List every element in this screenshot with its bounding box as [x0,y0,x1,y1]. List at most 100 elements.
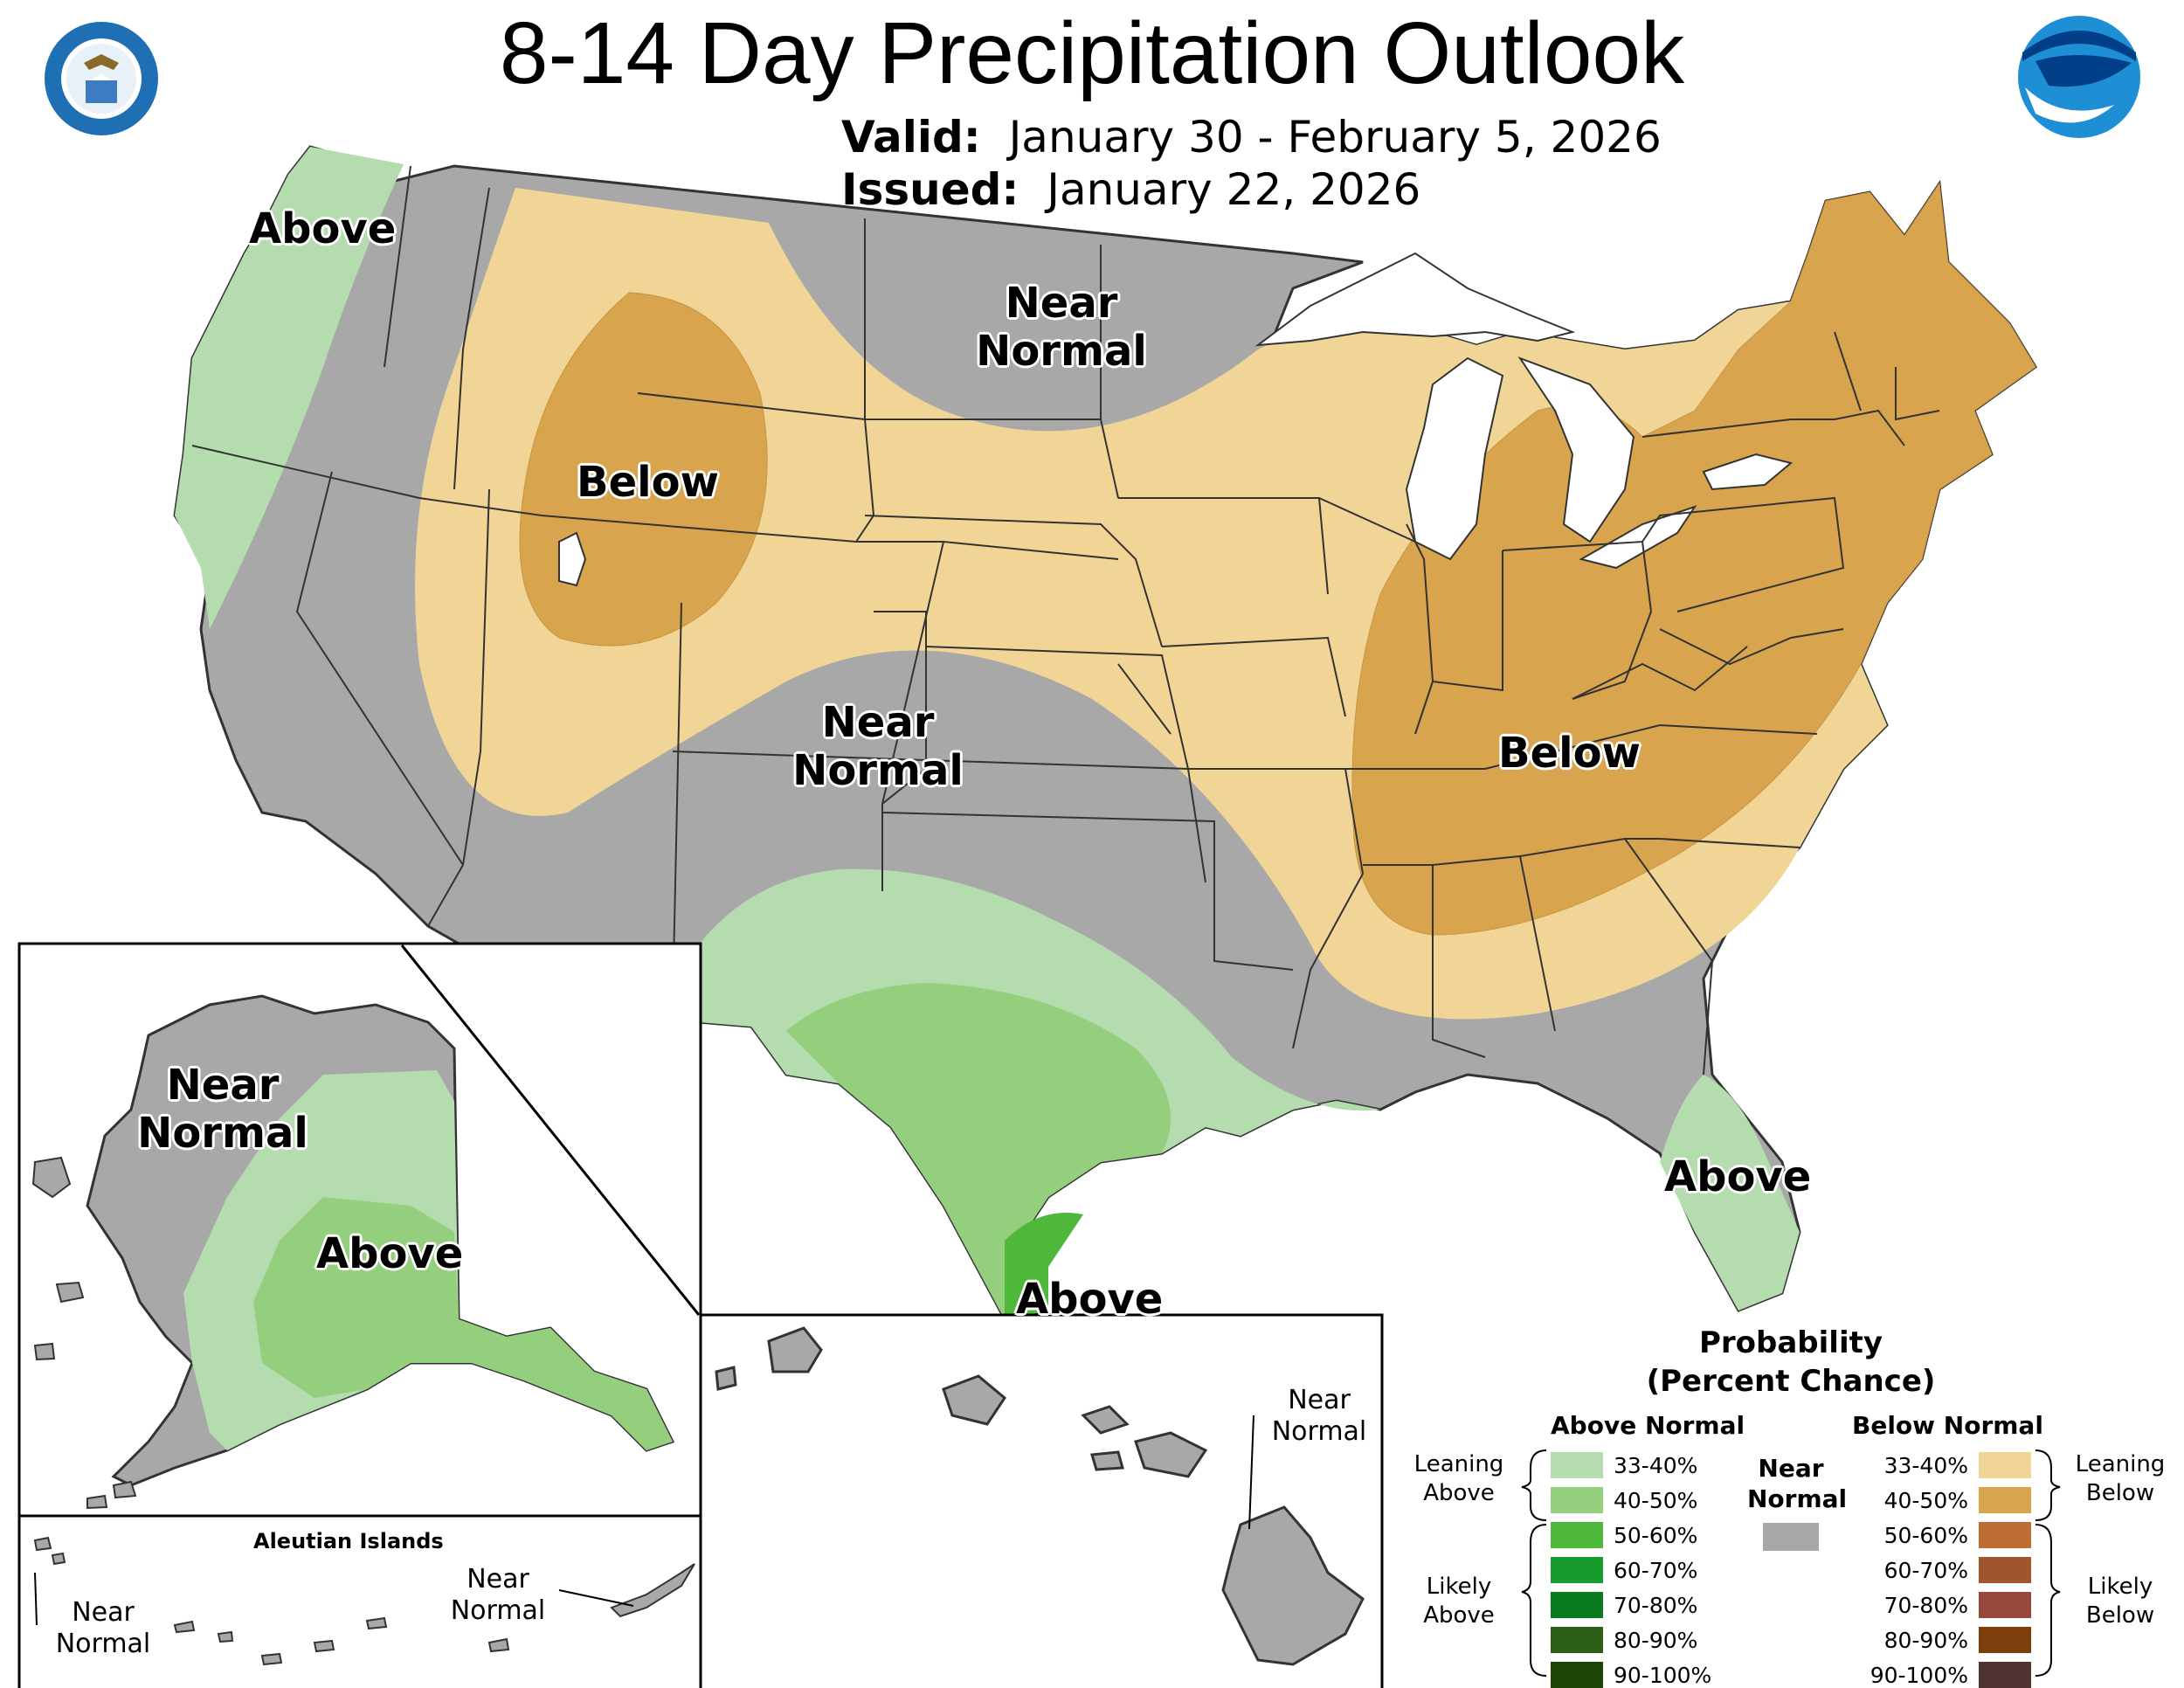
legend-below-swatch [1979,1662,2031,1688]
legend-above-swatch [1551,1627,1603,1653]
alaska-islands [31,1156,137,1510]
region-label-east: Below [1498,729,1641,778]
region-label-alaska-west: Near Normal [137,1061,308,1159]
region-label-hawaii: Near Normal [1271,1385,1367,1447]
legend-below-range: 60-70% [1883,1557,1968,1583]
lake-superior [1254,252,1576,347]
legend-title: Probability (Percent Chance) [1642,1324,1939,1401]
lake-ontario [1702,453,1794,491]
legend-below-range: 50-60% [1883,1522,1968,1548]
legend-above-row: 60-70% [1551,1557,1697,1583]
aleutian-pointer-west [34,1572,38,1626]
legend-leaning-below: Leaning Below [2072,1450,2168,1507]
alaska-above-40 [253,1197,673,1450]
legend-likely-below: Likely Below [2072,1573,2168,1629]
legend-above-range: 40-50% [1614,1487,1698,1513]
legend-above-swatch [1551,1662,1603,1688]
valid-line: Valid: January 30 - February 5, 2026 [841,112,1662,163]
legend-below-swatch [1979,1487,2031,1513]
aleutian-inset-frame [17,1514,702,1688]
lake-michigan [1405,356,1504,561]
legend-above-swatch [1551,1557,1603,1583]
legend-above-range: 90-100% [1614,1662,1712,1688]
legend-below-row: 33-40% [1865,1452,2031,1478]
legend-above-range: 60-70% [1614,1557,1698,1583]
legend-below-swatch [1979,1627,2031,1653]
lake-erie [1579,505,1697,570]
legend-above-head: Above Normal [1551,1411,1745,1440]
legend-likely-below-1: Likely [2087,1574,2153,1600]
department-of-commerce-seal [43,20,160,137]
legend-above-swatch [1551,1487,1603,1513]
legend-above-row: 40-50% [1551,1487,1697,1513]
above-region-pacific-nw [175,147,404,629]
legend-below-row: 40-50% [1865,1487,2031,1513]
legend-above-range: 70-80% [1614,1592,1698,1618]
issued-label: Issued: [841,164,1019,215]
legend-below-swatch [1979,1522,2031,1548]
map-title: 8-14 Day Precipitation Outlook [499,4,1685,102]
legend-above-row: 50-60% [1551,1522,1697,1548]
legend-likely-above-1: Likely [1426,1574,1492,1600]
region-label-aleutian-east: Near Normal [450,1564,546,1626]
below-40-region-east [1351,182,2036,936]
legend-below-swatch [1979,1452,2031,1478]
above-region-texas-core [1005,1213,1083,1319]
aleutian-islands [33,1536,695,1666]
alaska-inset-connector [400,944,701,1316]
above-region-florida [1660,1075,1800,1311]
legend-above-swatch [1551,1452,1603,1478]
legend-above-row: 90-100% [1551,1662,1711,1688]
legend-below-head: Below Normal [1852,1411,2043,1440]
legend-leaning-above: Leaning Above [1411,1450,1507,1507]
valid-label: Valid: [841,112,981,163]
legend-below-range: 80-90% [1883,1627,1968,1653]
legend-above-row: 80-90% [1551,1627,1697,1653]
legend-below-range: 40-50% [1883,1487,1968,1513]
legend-above-range: 33-40% [1614,1452,1698,1478]
state-borders [191,165,1940,1076]
legend-above-range: 80-90% [1614,1627,1698,1653]
legend-near-head-1: Near [1758,1454,1824,1483]
legend-leaning-above-2: Above [1423,1479,1495,1506]
legend-below-swatch [1979,1557,2031,1583]
above-region-texas-inner [786,983,1171,1319]
legend-below-range: 70-80% [1883,1592,1968,1618]
legend-below-row: 60-70% [1865,1557,2031,1583]
aleutian-inset-title: Aleutian Islands [253,1529,444,1553]
region-label-alaska-east: Above [316,1229,464,1278]
legend-leaning-above-1: Leaning [1413,1451,1504,1477]
region-label-northern-plains: Near Normal [976,279,1147,377]
region-label-rockies: Below [577,458,719,507]
hawaii-islands [715,1326,1365,1666]
noaa-logo [2018,16,2140,138]
issued-date: January 22, 2026 [1047,164,1421,215]
great-salt-lake [558,531,587,587]
region-label-florida: Above [1664,1152,1812,1201]
region-label-southwest: Near Normal [792,698,964,796]
legend-below-range: 33-40% [1883,1452,1968,1478]
legend-below-row: 50-60% [1865,1522,2031,1548]
lake-huron [1517,356,1635,543]
legend-below-range: 90-100% [1870,1662,1968,1688]
legend-near-head-2: Normal [1747,1484,1848,1513]
legend-near-head: Near Normal [1747,1453,1848,1514]
legend-above-range: 50-60% [1614,1522,1698,1548]
legend-near-swatch [1763,1523,1819,1551]
legend-above-row: 70-80% [1551,1592,1697,1618]
legend-likely-above-2: Above [1423,1602,1495,1629]
legend-above-swatch [1551,1592,1603,1618]
legend-above-swatch [1551,1522,1603,1548]
legend-leaning-below-2: Below [2085,1479,2155,1506]
legend-below-row: 70-80% [1865,1592,2031,1618]
legend-title-line2: (Percent Chance) [1646,1364,1936,1400]
valid-dates: January 30 - February 5, 2026 [1008,112,1662,163]
aleutian-pointer-east [558,1589,634,1607]
region-label-texas-coast: Above [1016,1275,1164,1324]
hawaii-pointer [1248,1415,1254,1530]
legend-likely-below-2: Below [2085,1602,2155,1629]
issued-line: Issued: January 22, 2026 [841,164,1420,215]
legend-leaning-below-1: Leaning [2075,1451,2166,1477]
